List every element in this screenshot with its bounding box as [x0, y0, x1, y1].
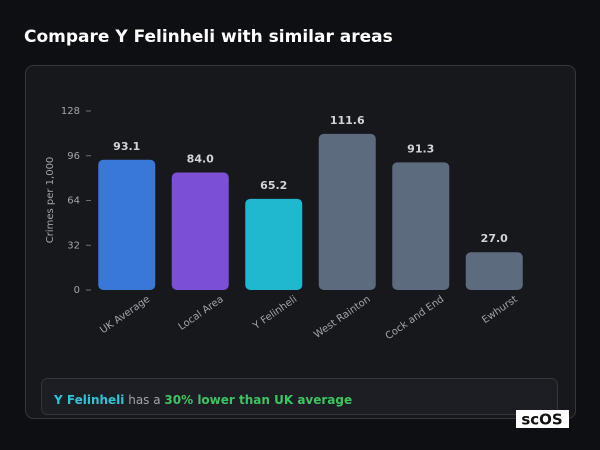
bar [171, 172, 229, 290]
value-label: 91.3 [407, 142, 434, 155]
value-label: 93.1 [113, 140, 140, 153]
summary-box [41, 378, 558, 415]
summary-text: has a [124, 393, 164, 407]
summary: Y Felinheli has a 30% lower than UK aver… [53, 393, 352, 407]
summary-highlight: 30% lower than UK average [164, 393, 352, 407]
y-tick-label: 128 [61, 106, 80, 117]
watermark: scOS [521, 411, 562, 429]
y-tick-label: 32 [67, 240, 80, 251]
y-tick-label: 64 [67, 196, 80, 207]
bar [98, 159, 156, 290]
bar [245, 198, 303, 290]
y-tick-label: 0 [74, 285, 80, 296]
chart-title: Compare Y Felinheli with similar areas [24, 27, 393, 47]
y-tick-label: 96 [67, 151, 80, 162]
y-axis-label: Crimes per 1,000 [45, 157, 56, 244]
value-label: 65.2 [260, 179, 287, 192]
bar [392, 162, 450, 290]
summary-area: Y Felinheli [53, 393, 124, 407]
value-label: 27.0 [481, 232, 508, 245]
value-label: 84.0 [187, 153, 214, 166]
watermark-box [516, 410, 569, 428]
bar [465, 252, 523, 290]
bar [318, 133, 376, 290]
value-label: 111.6 [330, 114, 365, 127]
